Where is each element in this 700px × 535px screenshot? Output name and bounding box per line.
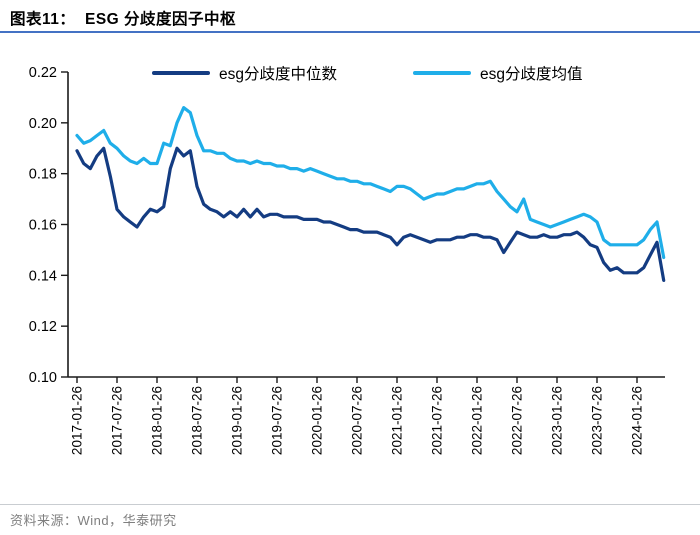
footer-divider [0, 504, 700, 505]
figure-title: 图表11： ESG 分歧度因子中枢 [10, 11, 237, 28]
legend-mean-line-icon [413, 71, 471, 75]
title-underline [0, 31, 700, 33]
x-tick-label: 2019-07-26 [270, 386, 285, 455]
legend-item-mean: esg分歧度均值 [413, 62, 583, 84]
x-tick-label: 2017-07-26 [110, 386, 125, 455]
x-tick-label: 2021-01-26 [390, 386, 405, 455]
series-mean-path [75, 105, 666, 260]
x-tick-label: 2023-07-26 [590, 386, 605, 455]
y-tick-label: 0.18 [29, 167, 57, 183]
legend-item-median: esg分歧度中位数 [152, 62, 337, 84]
y-tick-label: 0.10 [29, 370, 57, 386]
x-tick-label: 2020-07-26 [350, 386, 365, 455]
y-tick-label: 0.22 [29, 65, 57, 81]
series-median-path [75, 146, 666, 282]
y-tick-label: 0.14 [29, 268, 57, 284]
x-tick-label: 2022-01-26 [470, 386, 485, 455]
line-chart: 0.10 0.12 0.14 0.16 0.18 0.20 0.22 2017-01-26 20… [29, 65, 666, 455]
legend-mean-label: esg分歧度均值 [480, 66, 583, 83]
y-tick-label: 0.16 [29, 218, 57, 234]
x-tick-label: 2018-07-26 [190, 386, 205, 455]
x-tick-label: 2020-01-26 [310, 386, 325, 455]
x-tick-label: 2021-07-26 [430, 386, 445, 455]
x-tick-label: 2019-01-26 [230, 386, 245, 455]
legend-median-line-icon [152, 71, 210, 75]
chart-legend: esg分歧度中位数 esg分歧度均值 [152, 62, 583, 84]
y-tick-label: 0.12 [29, 319, 57, 335]
y-tick-label: 0.20 [29, 116, 57, 132]
x-tick-label: 2018-01-26 [150, 386, 165, 455]
legend-median-label: esg分歧度中位数 [219, 66, 337, 83]
x-tick-label: 2022-07-26 [510, 386, 525, 455]
source-note: 资料来源：Wind，华泰研究 [10, 513, 177, 528]
x-tick-label: 2017-01-26 [70, 386, 85, 455]
x-tick-label: 2024-01-26 [630, 386, 645, 455]
x-tick-label: 2023-01-26 [550, 386, 565, 455]
chart-area: 0.10 0.12 0.14 0.16 0.18 0.20 0.22 2017-01-26 20… [0, 40, 700, 500]
